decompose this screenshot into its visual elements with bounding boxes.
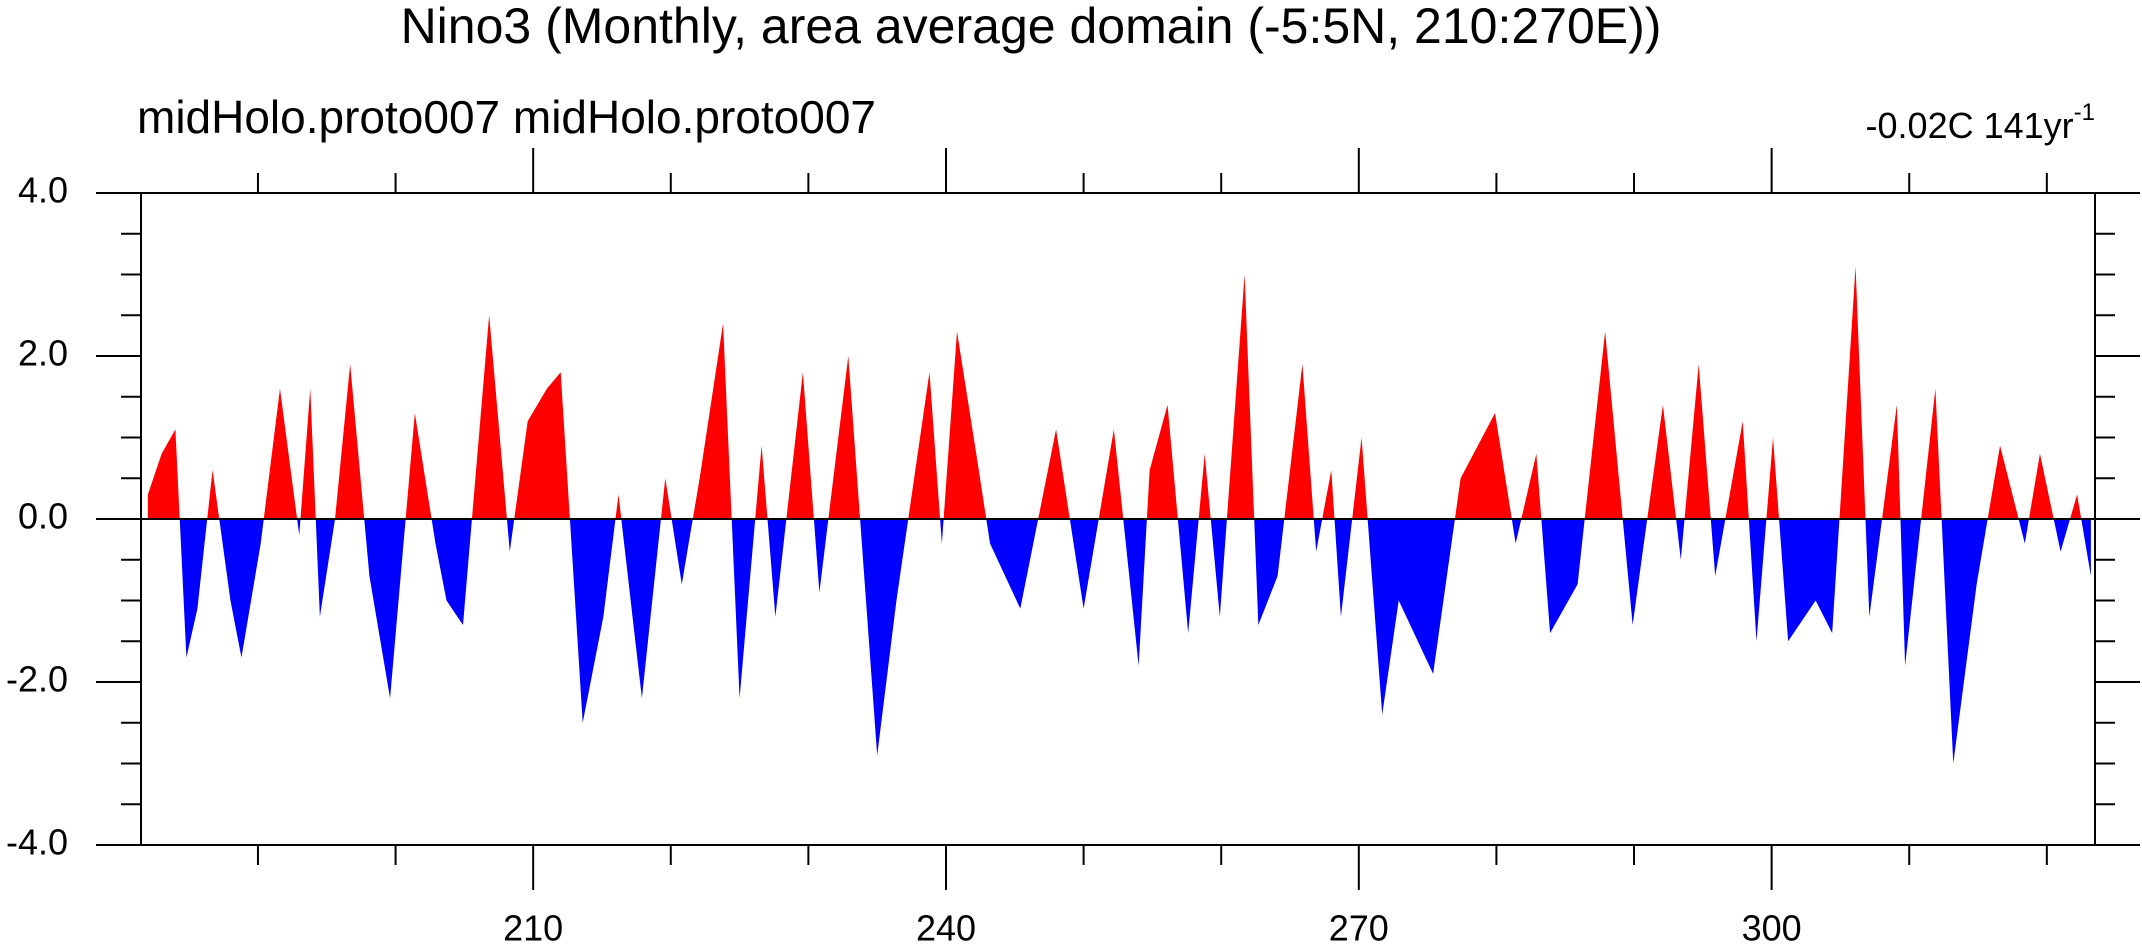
y-tick-label: -2.0 [6, 659, 68, 700]
y-tick-label: -4.0 [6, 822, 68, 863]
right-label-superscript: -1 [2074, 99, 2095, 126]
x-tick-label: 240 [916, 908, 976, 949]
x-tick-label: 270 [1329, 908, 1389, 949]
x-tick-label: 300 [1742, 908, 1802, 949]
area-negative [147, 519, 2091, 764]
y-tick-label: 0.0 [18, 496, 68, 537]
chart-title: Nino3 (Monthly, area average domain (-5:… [401, 0, 1662, 54]
y-tick-label: 2.0 [18, 333, 68, 374]
subtitle-left: midHolo.proto007 midHolo.proto007 [137, 91, 876, 143]
subtitle-right: -0.02C 141yr-1 [1866, 99, 2095, 145]
x-tick-label: 210 [503, 908, 563, 949]
y-tick-label: 4.0 [18, 170, 68, 211]
area-positive [147, 266, 2091, 519]
right-label-text: -0.02C 141yr [1866, 105, 2074, 146]
